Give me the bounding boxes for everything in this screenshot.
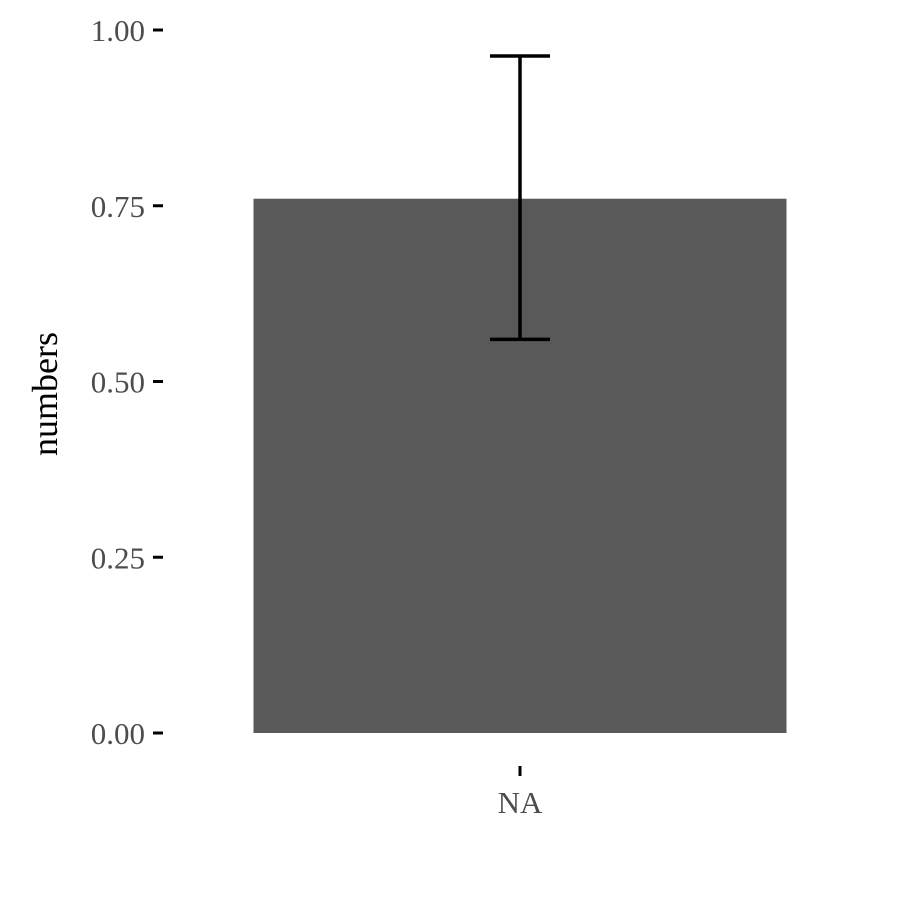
error-bar [490, 54, 550, 342]
error-bars-group [490, 54, 550, 342]
y-axis: 0.00 0.25 0.50 0.75 1.00 [91, 13, 163, 751]
y-tick-label: 0.50 [91, 365, 145, 400]
y-axis-title: numbers [25, 332, 65, 456]
y-tick-label: 0.00 [91, 716, 145, 751]
x-tick-label: NA [498, 785, 543, 820]
y-tick-label: 1.00 [91, 13, 145, 48]
y-tick-label: 0.25 [91, 540, 145, 575]
x-axis: NA [498, 766, 543, 820]
y-tick-label: 0.75 [91, 189, 145, 224]
